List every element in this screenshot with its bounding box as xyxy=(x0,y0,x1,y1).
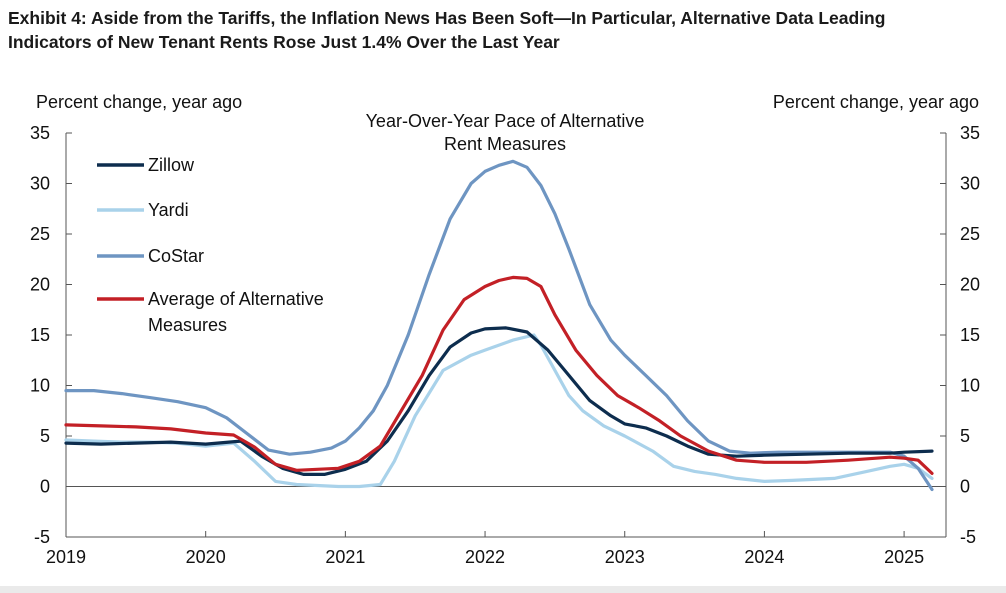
right-tick-label: 25 xyxy=(960,224,980,244)
footer-band xyxy=(0,586,1006,593)
right-tick-label: 30 xyxy=(960,174,980,194)
chart-title-line2: Rent Measures xyxy=(444,134,566,154)
legend-label-yardi: Yardi xyxy=(148,200,189,220)
right-tick-label: -5 xyxy=(960,527,976,547)
x-tick-label: 2023 xyxy=(605,547,645,567)
left-tick-label: 35 xyxy=(30,123,50,143)
right-axis-unit-label: Percent change, year ago xyxy=(773,92,979,112)
left-tick-label: 25 xyxy=(30,224,50,244)
series-line-average-of-alternative-measures xyxy=(64,275,934,475)
series-lines xyxy=(64,159,934,492)
left-axis-unit-label: Percent change, year ago xyxy=(36,92,242,112)
exhibit-title-line1: Exhibit 4: Aside from the Tariffs, the I… xyxy=(8,8,886,28)
exhibit-title: Exhibit 4: Aside from the Tariffs, the I… xyxy=(8,6,998,54)
right-tick-label: 15 xyxy=(960,325,980,345)
left-tick-label: 0 xyxy=(40,477,50,497)
x-tick-label: 2020 xyxy=(186,547,226,567)
exhibit-title-line2: Indicators of New Tenant Rents Rose Just… xyxy=(8,32,560,52)
legend-label-costar: CoStar xyxy=(148,246,204,266)
left-tick-label: -5 xyxy=(34,527,50,547)
legend-label-zillow: Zillow xyxy=(148,155,195,175)
x-tick-label: 2019 xyxy=(46,547,86,567)
legend: Zillow Yardi CoStar Average of Alternative M… xyxy=(97,155,324,335)
right-axis-ticks: -5 0 5 10 15 20 25 30 35 xyxy=(940,123,980,547)
x-tick-label: 2021 xyxy=(325,547,365,567)
right-tick-label: 35 xyxy=(960,123,980,143)
right-tick-label: 10 xyxy=(960,376,980,396)
series-line-yardi xyxy=(64,333,934,489)
left-tick-label: 20 xyxy=(30,275,50,295)
series-line-zillow xyxy=(64,326,934,476)
left-axis-ticks: -5 0 5 10 15 20 25 30 35 xyxy=(30,123,72,547)
x-axis-ticks: 2019 2020 2021 2022 2023 2024 2025 xyxy=(46,531,924,567)
chart-frame xyxy=(65,133,947,538)
legend-label-average-of-alternative-measures: Average of Alternative Measures xyxy=(148,289,324,335)
left-tick-label: 30 xyxy=(30,174,50,194)
left-tick-label: 15 xyxy=(30,325,50,345)
right-tick-label: 5 xyxy=(960,426,970,446)
left-tick-label: 5 xyxy=(40,426,50,446)
left-tick-label: 10 xyxy=(30,376,50,396)
right-tick-label: 0 xyxy=(960,477,970,497)
x-tick-label: 2025 xyxy=(884,547,924,567)
x-tick-label: 2022 xyxy=(465,547,505,567)
right-tick-label: 20 xyxy=(960,275,980,295)
x-tick-label: 2024 xyxy=(744,547,784,567)
chart-title-line1: Year-Over-Year Pace of Alternative xyxy=(366,111,645,131)
series-line-costar xyxy=(64,159,934,492)
